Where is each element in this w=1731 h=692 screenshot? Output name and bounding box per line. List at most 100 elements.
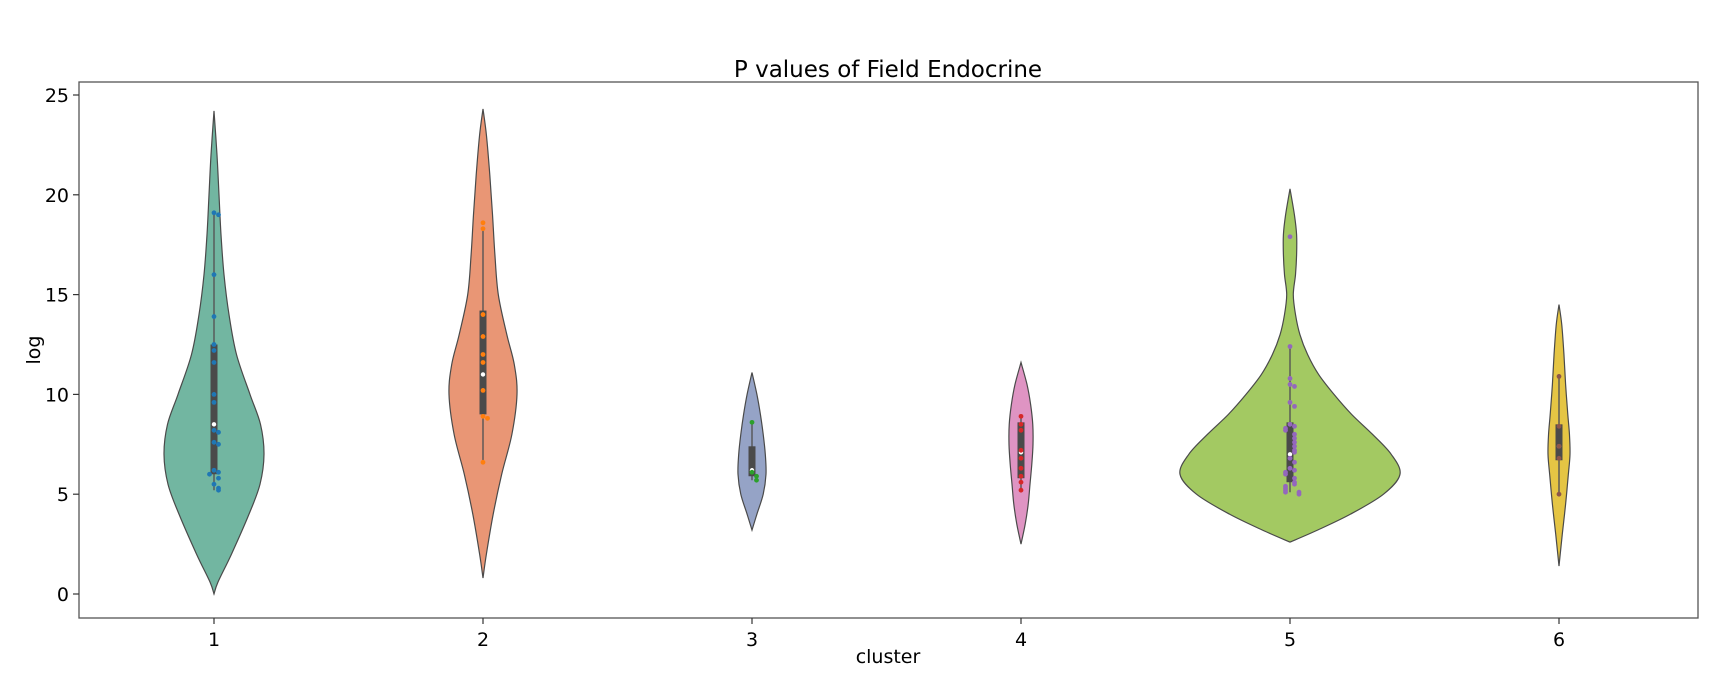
x-tick-label: 6	[1553, 629, 1565, 651]
data-point	[1292, 443, 1297, 449]
y-axis: 0 5 10 15 20 25	[45, 85, 79, 606]
data-point	[1018, 421, 1024, 427]
data-point	[1018, 473, 1024, 479]
data-point	[1296, 491, 1302, 497]
data-point	[1287, 455, 1293, 461]
data-point	[216, 429, 221, 435]
data-point	[1018, 487, 1024, 493]
y-tick-label: 25	[45, 85, 69, 107]
data-point	[211, 272, 217, 278]
y-tick-label: 0	[57, 584, 69, 606]
data-point	[1283, 427, 1288, 433]
data-point	[1292, 481, 1297, 487]
data-point	[1292, 423, 1297, 429]
data-point	[1287, 421, 1293, 427]
violin-group-5	[1179, 188, 1401, 543]
data-point	[1018, 465, 1024, 471]
violin-group-4	[1008, 360, 1034, 545]
data-point	[754, 477, 759, 483]
x-tick-label: 3	[746, 629, 758, 651]
data-point	[480, 352, 486, 357]
data-point	[480, 360, 486, 365]
data-point	[1292, 467, 1297, 473]
x-axis: 1 2 3 4 5 6	[208, 618, 1565, 651]
data-point	[1292, 435, 1297, 441]
y-tick-label: 5	[57, 484, 69, 506]
data-point	[216, 475, 221, 481]
violin-iqr-box	[748, 446, 756, 477]
x-tick-label: 5	[1284, 629, 1296, 651]
data-point	[216, 212, 221, 218]
data-point	[749, 469, 755, 475]
data-point	[211, 348, 217, 353]
data-point	[211, 399, 217, 405]
y-axis-title: log	[23, 336, 45, 365]
y-tick-label: 20	[45, 185, 69, 207]
violin-median	[211, 422, 217, 427]
violin-group-2	[448, 108, 518, 579]
violin-group-3	[737, 372, 767, 533]
chart-title: P values of Field Endocrine	[734, 57, 1042, 83]
data-point	[211, 481, 217, 487]
violin-median	[1287, 452, 1293, 457]
data-point	[1018, 455, 1024, 461]
data-point	[1292, 459, 1297, 465]
violin-iqr-box	[210, 344, 218, 475]
data-point	[1287, 234, 1293, 240]
data-point	[211, 360, 217, 365]
data-point	[1287, 399, 1293, 405]
data-point	[1287, 376, 1293, 381]
data-point	[1283, 471, 1288, 477]
data-point	[1292, 475, 1297, 481]
data-point	[1292, 403, 1297, 409]
data-point	[211, 427, 217, 433]
x-axis-title: cluster	[856, 646, 921, 668]
data-point	[485, 415, 490, 421]
violin-iqr-box	[1555, 424, 1563, 461]
data-point	[1283, 489, 1288, 495]
data-point	[211, 467, 217, 473]
x-tick-label: 4	[1015, 629, 1027, 651]
data-point	[1292, 384, 1297, 389]
data-point	[216, 469, 221, 475]
data-point	[1287, 344, 1293, 349]
violin-median	[480, 372, 486, 377]
data-point	[1556, 443, 1562, 449]
data-point	[1018, 479, 1024, 485]
data-point	[1287, 465, 1293, 471]
data-point	[211, 314, 217, 319]
data-point	[1018, 447, 1024, 453]
data-point	[1292, 431, 1297, 437]
data-point	[1556, 374, 1562, 379]
plot-area	[163, 108, 1571, 596]
data-point	[207, 471, 212, 477]
data-point	[216, 487, 221, 493]
data-point	[480, 388, 486, 393]
data-point	[1556, 423, 1562, 429]
x-tick-label: 2	[477, 629, 489, 651]
data-point	[480, 334, 486, 339]
data-point	[1292, 449, 1297, 455]
data-point	[480, 312, 486, 317]
data-point	[216, 441, 221, 447]
data-point	[480, 220, 486, 226]
data-point	[1292, 439, 1297, 445]
data-point	[480, 226, 486, 232]
violin-group-6	[1547, 304, 1571, 567]
data-point	[1018, 427, 1024, 433]
data-point	[1556, 455, 1562, 461]
data-point	[480, 459, 486, 465]
data-point	[211, 342, 217, 347]
data-point	[211, 439, 217, 445]
x-tick-label: 1	[208, 629, 220, 651]
data-point	[1018, 413, 1024, 419]
data-point	[754, 473, 759, 479]
data-point	[1556, 491, 1562, 497]
plot-frame	[78, 81, 1699, 619]
violin-group-1	[163, 110, 265, 596]
data-point	[211, 392, 217, 397]
data-point	[1287, 382, 1293, 387]
data-point	[749, 419, 755, 425]
data-point	[211, 210, 217, 216]
